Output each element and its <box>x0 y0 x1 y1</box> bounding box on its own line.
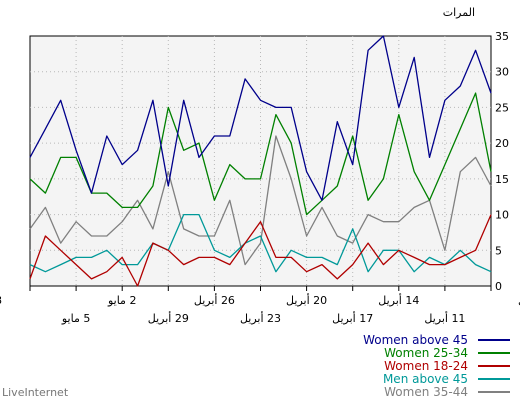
x-tick-label: 17 أبريل <box>332 311 373 325</box>
x-tick-label: 29 أبريل <box>148 311 189 325</box>
legend-swatch <box>478 339 510 341</box>
y-tick-label: 15 <box>495 173 509 186</box>
y-tick-label: 5 <box>495 244 502 257</box>
series-line-women-18-24 <box>29 214 492 287</box>
legend-swatch <box>478 391 510 393</box>
legend-label: Men above 45 <box>382 372 468 386</box>
x-tick-label: 23 أبريل <box>240 311 281 325</box>
x-tick-label: 11 أبريل <box>424 311 465 325</box>
x-tick-label: 8 مايو <box>0 294 2 307</box>
legend-item: Women 35-44 <box>384 385 510 399</box>
y-axis-ticks: 0 5 10 15 20 25 30 35 <box>495 30 509 293</box>
x-tick-label: 26 أبريل <box>194 293 235 307</box>
y-axis-label: المرات <box>443 6 475 19</box>
y-tick-label: 25 <box>495 101 509 114</box>
x-tick-label: 5 مايو <box>61 312 90 325</box>
y-tick-label: 10 <box>495 209 509 222</box>
legend-swatch <box>478 378 510 380</box>
legend-item: Men above 45 <box>383 372 510 386</box>
legend-swatch <box>478 352 510 354</box>
series-line-women-25-34 <box>29 92 492 216</box>
legend-item: Women above 45 <box>363 333 510 347</box>
legend-label: Women 25-34 <box>384 346 468 360</box>
brand-label: LiveInternet <box>2 386 69 399</box>
series-lines <box>29 35 492 287</box>
y-tick-label: 35 <box>495 30 509 43</box>
x-axis-ticks: 8 مايو 5 مايو 2 مايو 29 أبريل 26 أبريل 23 أبر… <box>0 286 520 325</box>
y-tick-label: 20 <box>495 137 509 150</box>
legend-swatch <box>478 365 510 367</box>
y-tick-label: 0 <box>495 280 502 293</box>
x-tick-label: 8 أبريل <box>518 293 520 307</box>
legend-item: Women 18-24 <box>384 359 510 373</box>
legend-label: Women 18-24 <box>384 359 468 373</box>
series-line-men-above-45 <box>29 213 492 273</box>
series-line-women-above-45 <box>29 35 492 201</box>
legend-label: Women above 45 <box>363 333 468 347</box>
x-tick-label: 2 مايو <box>107 294 136 307</box>
x-tick-label: 14 أبريل <box>378 293 419 307</box>
legend-label: Women 35-44 <box>384 385 468 399</box>
y-tick-label: 30 <box>495 66 509 79</box>
series-line-women-35-44 <box>29 135 492 266</box>
x-tick-label: 20 أبريل <box>286 293 327 307</box>
legend-item: Women 25-34 <box>384 346 510 360</box>
